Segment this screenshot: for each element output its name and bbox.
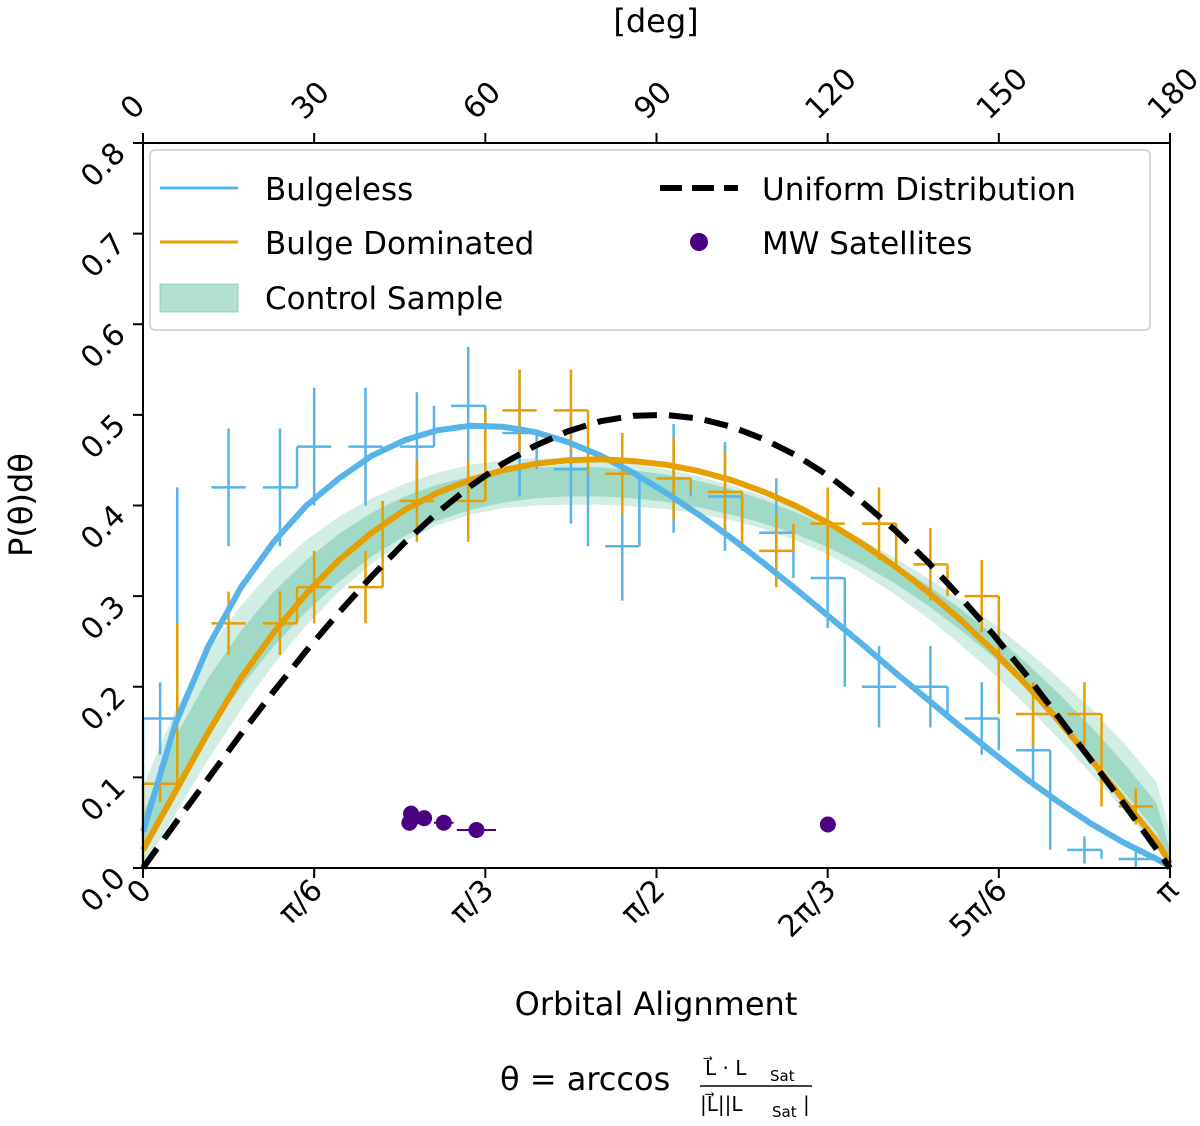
- curve-layer: [140, 411, 1173, 870]
- legend-label-uniform: Uniform Distribution: [762, 172, 1076, 208]
- formula-numerator: L⃗ · L: [703, 1055, 747, 1080]
- y-tick-label: 0.5: [74, 408, 132, 466]
- y-tick-label: 0.8: [74, 136, 132, 194]
- top-tick-label: 30: [285, 75, 337, 127]
- legend-label-bulge-dominated: Bulge Dominated: [265, 226, 534, 262]
- bulge-dominated-fit-curve: [140, 456, 1173, 866]
- top-tick-label: 90: [627, 75, 679, 127]
- bulgeless-fit-curve: [140, 422, 1172, 869]
- legend-item-mw-satellites: MW Satellites: [690, 226, 972, 262]
- mw-satellites-legend-marker: [690, 233, 708, 251]
- uniform-distribution-curve: [140, 411, 1173, 870]
- mw-satellite-point: [416, 810, 433, 827]
- y-tick-label: 0.3: [74, 589, 132, 647]
- histogram-layer: [141, 346, 1153, 868]
- top-axis-label: [deg]: [613, 2, 698, 40]
- legend-item-control-sample: Control Sample: [159, 281, 503, 317]
- formula-denominator: |L⃗||L: [700, 1091, 743, 1116]
- y-tick-label: 0.4: [74, 498, 132, 556]
- formula-numerator-sub: Sat: [770, 1067, 795, 1085]
- legend-item-bulgeless: Bulgeless: [160, 172, 413, 208]
- y-tick-label: 0.7: [74, 227, 132, 285]
- mw-satellite-point: [435, 814, 452, 831]
- x-axis-label: Orbital Alignment: [515, 985, 798, 1023]
- legend-label-mw-satellites: MW Satellites: [762, 226, 972, 262]
- legend-item-uniform: Uniform Distribution: [660, 172, 1076, 208]
- formula-denominator-end: |: [803, 1092, 810, 1116]
- control-sample-legend-swatch: [159, 283, 239, 313]
- mw-satellite-point: [468, 821, 485, 838]
- theta-formula: θ = arccos L⃗ · L Sat |L⃗||L Sat |: [500, 1055, 812, 1121]
- top-tick-label: 60: [456, 75, 508, 127]
- x-tick-label: 2π/3: [772, 873, 844, 945]
- formula-lhs: θ = arccos: [500, 1060, 670, 1098]
- legend-label-bulgeless: Bulgeless: [265, 172, 413, 208]
- y-tick-label: 0.6: [74, 317, 132, 375]
- top-tick-label: 180: [1141, 61, 1200, 126]
- mw-satellite-point: [819, 816, 836, 833]
- formula-denominator-sub: Sat: [772, 1103, 797, 1121]
- y-tick-label: 0.2: [74, 680, 132, 738]
- legend-label-control-sample: Control Sample: [265, 281, 503, 317]
- legend-item-bulge-dominated: Bulge Dominated: [160, 226, 534, 262]
- y-axis-label: P(θ)dθ: [2, 453, 40, 557]
- y-tick-label: 0.1: [74, 770, 132, 828]
- x-tick-label: π/6: [272, 873, 330, 931]
- top-tick-label: 120: [799, 61, 864, 126]
- mw-satellite-point: [403, 805, 420, 822]
- legend-box: [149, 149, 1151, 331]
- x-tick-label: π: [1148, 873, 1186, 911]
- x-tick-label: π/2: [614, 873, 672, 931]
- x-tick-label: π/3: [443, 873, 501, 931]
- top-tick-label: 0: [114, 88, 152, 126]
- x-tick-label: 5π/6: [943, 873, 1015, 945]
- mw-satellites-layer: [401, 805, 836, 838]
- top-tick-label: 150: [970, 61, 1035, 126]
- y-tick-label: 0.0: [74, 861, 132, 919]
- legend: Bulgeless Bulge Dominated Control Sample…: [149, 149, 1151, 331]
